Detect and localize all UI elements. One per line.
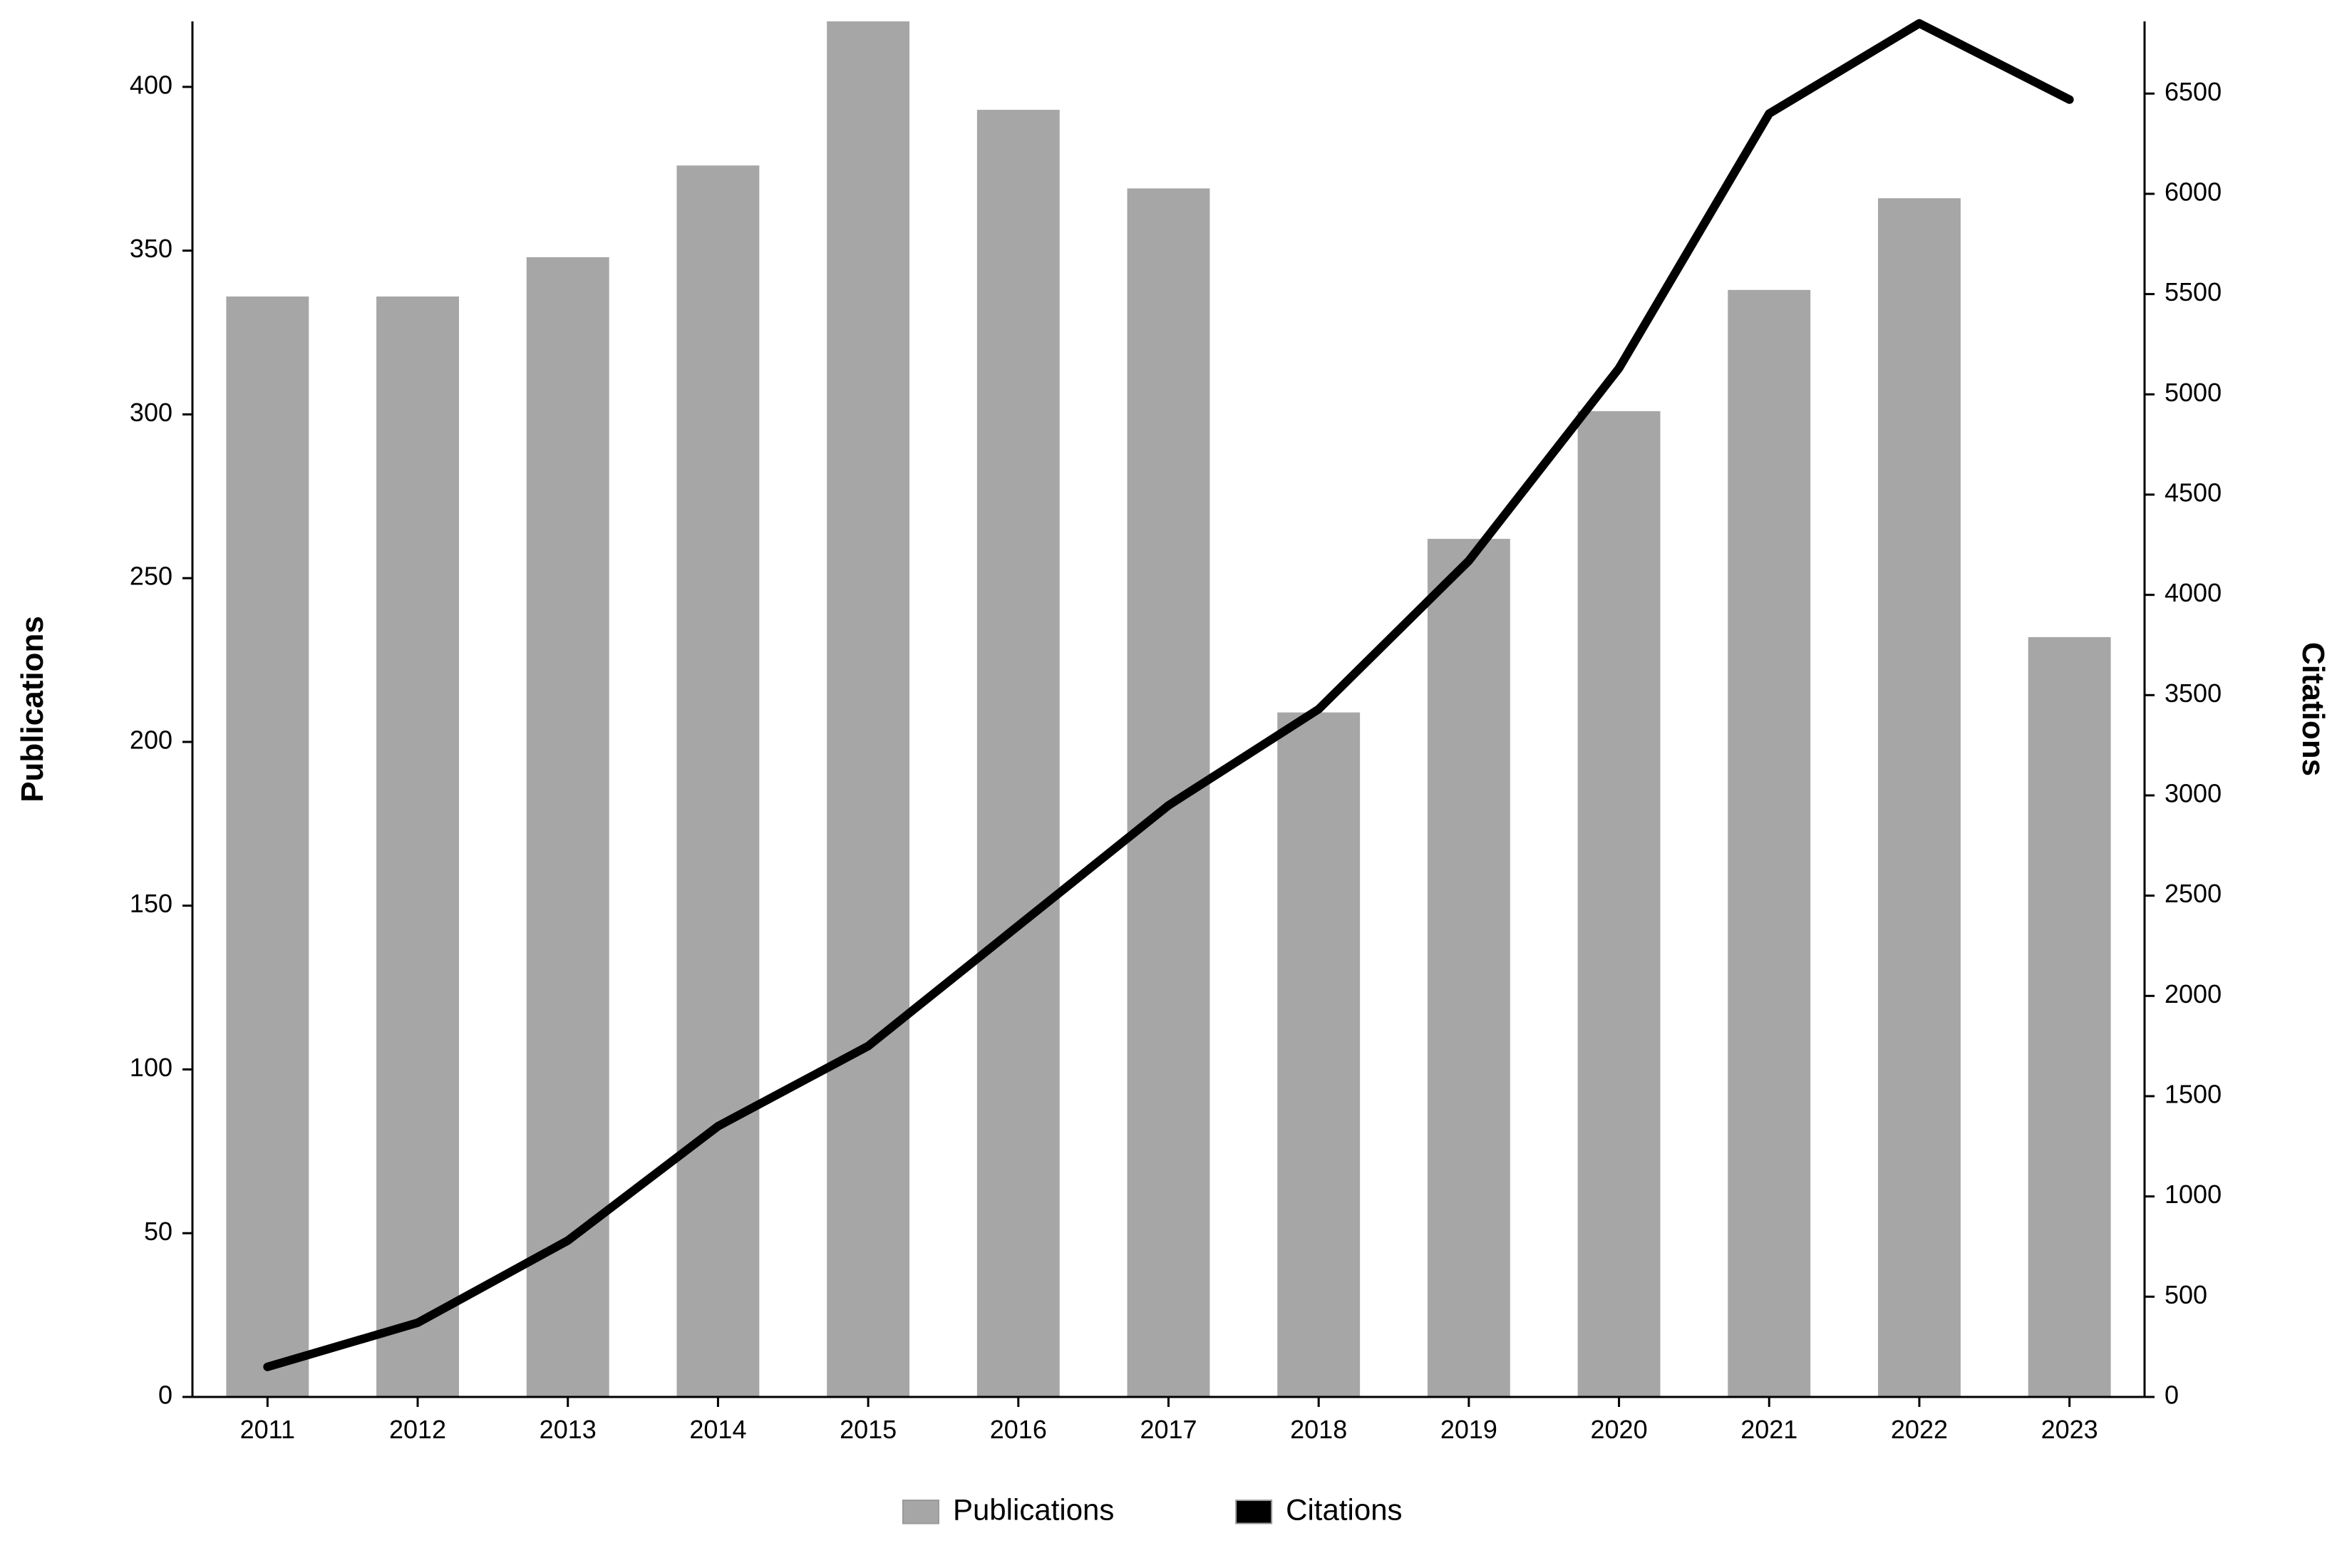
- y-right-tick-label: 4000: [2165, 578, 2222, 607]
- y-right-tick-label: 6500: [2165, 77, 2222, 106]
- bar: [376, 296, 459, 1397]
- x-tick-label: 2011: [240, 1415, 295, 1444]
- x-tick-label: 2021: [1740, 1415, 1797, 1444]
- y-left-tick-label: 400: [130, 70, 172, 99]
- bar: [527, 257, 609, 1397]
- x-tick-label: 2018: [1290, 1415, 1347, 1444]
- bar: [1428, 539, 1510, 1397]
- x-tick-label: 2016: [990, 1415, 1047, 1444]
- y-right-tick-label: 3000: [2165, 778, 2222, 808]
- y-left-tick-label: 0: [158, 1381, 172, 1410]
- y-right-tick-label: 500: [2165, 1280, 2207, 1309]
- bar: [827, 21, 909, 1397]
- legend-publications-label: Publications: [953, 1492, 1114, 1526]
- y-right-tick-label: 6000: [2165, 177, 2222, 206]
- y-right-tick-label: 2000: [2165, 979, 2222, 1009]
- x-tick-label: 2014: [689, 1415, 746, 1444]
- y-right-tick-label: 3500: [2165, 679, 2222, 708]
- legend-citations-swatch: [1236, 1500, 1271, 1524]
- y-right-axis-label: Citations: [2296, 642, 2331, 776]
- bar: [1128, 188, 1210, 1397]
- y-right-tick-label: 1000: [2165, 1180, 2222, 1209]
- y-left-tick-label: 350: [130, 234, 172, 263]
- y-right-tick-label: 0: [2165, 1381, 2179, 1410]
- y-left-tick-label: 100: [130, 1053, 172, 1082]
- x-tick-label: 2013: [540, 1415, 597, 1444]
- y-left-axis-label: Publications: [15, 616, 50, 803]
- x-tick-label: 2012: [389, 1415, 446, 1444]
- x-tick-label: 2019: [1440, 1415, 1497, 1444]
- bar: [1878, 198, 1961, 1397]
- legend-publications-swatch: [903, 1500, 939, 1524]
- y-left-tick-label: 200: [130, 725, 172, 754]
- x-tick-label: 2020: [1591, 1415, 1648, 1444]
- y-left-tick-label: 50: [144, 1217, 172, 1246]
- chart-container: 0501001502002503003504000500100015002000…: [0, 0, 2337, 1568]
- bar: [977, 110, 1060, 1397]
- bar: [226, 296, 309, 1397]
- legend-citations-label: Citations: [1286, 1492, 1402, 1526]
- bar: [676, 165, 759, 1397]
- y-left-tick-label: 150: [130, 889, 172, 918]
- y-right-tick-label: 1500: [2165, 1080, 2222, 1109]
- bar: [1277, 713, 1360, 1397]
- y-right-tick-label: 5500: [2165, 277, 2222, 306]
- y-right-tick-label: 4500: [2165, 478, 2222, 507]
- y-right-tick-label: 5000: [2165, 378, 2222, 407]
- x-tick-label: 2015: [840, 1415, 897, 1444]
- publications-citations-chart: 0501001502002503003504000500100015002000…: [0, 0, 2337, 1568]
- bar: [2028, 637, 2111, 1397]
- bar: [1728, 290, 1810, 1397]
- x-tick-label: 2022: [1891, 1415, 1948, 1444]
- y-left-tick-label: 300: [130, 398, 172, 427]
- x-tick-label: 2017: [1140, 1415, 1197, 1444]
- y-left-tick-label: 250: [130, 562, 172, 591]
- y-right-tick-label: 2500: [2165, 879, 2222, 908]
- bar: [1578, 411, 1661, 1397]
- x-tick-label: 2023: [2041, 1415, 2098, 1444]
